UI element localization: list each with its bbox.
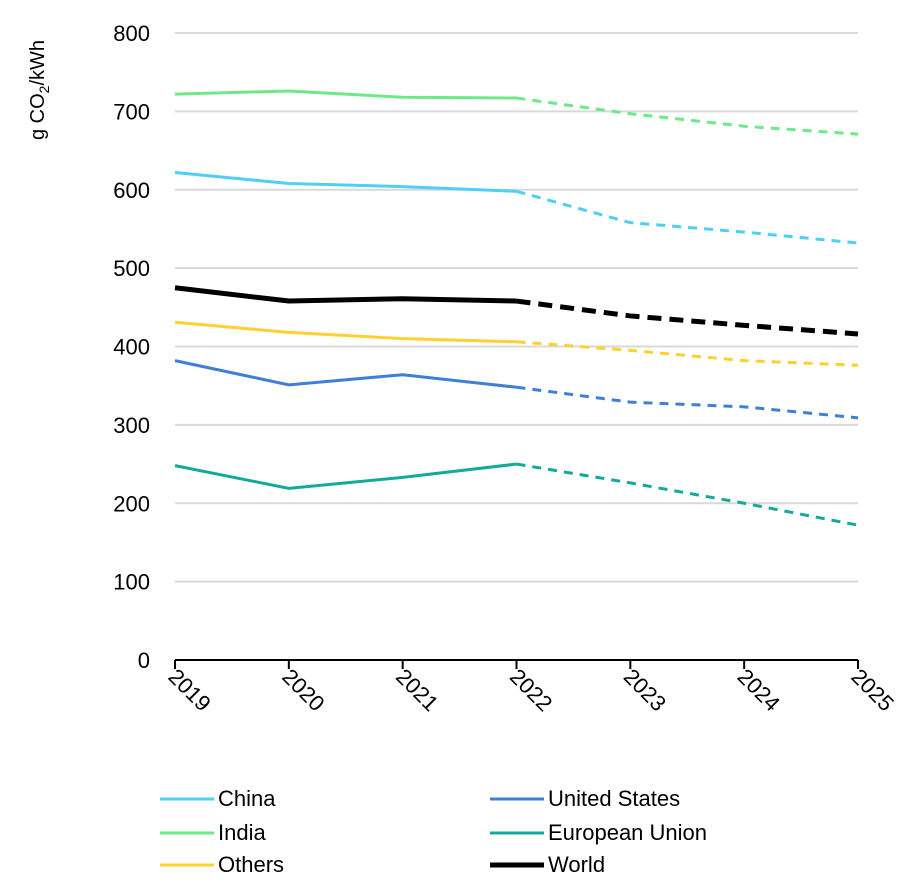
legend-label-china: China — [218, 786, 276, 811]
series-line-world-historical — [174, 285, 517, 304]
legend-item-china: China — [160, 786, 276, 811]
legend-label-united-states: United States — [548, 786, 680, 811]
y-tick-100: 100 — [113, 570, 150, 595]
y-tick-800: 800 — [113, 21, 150, 46]
legend-item-others: Others — [160, 852, 284, 877]
legend-item-european-union: European Union — [490, 820, 707, 845]
series-line-others-historical — [174, 320, 517, 344]
axes — [174, 659, 859, 669]
series-line-united-states-historical — [174, 359, 517, 389]
legend-item-world: World — [490, 852, 605, 877]
legend-label-india: India — [218, 820, 266, 845]
x-tick-2019: 2019 — [163, 664, 215, 716]
series-line-india-historical — [174, 89, 517, 100]
legend: China United States India European Union Oth… — [160, 786, 707, 877]
series-line-india-projected — [516, 96, 859, 136]
series-lines — [174, 89, 859, 527]
y-tick-0: 0 — [138, 648, 150, 673]
y-tick-400: 400 — [113, 335, 150, 360]
series-line-china-historical — [174, 171, 517, 193]
y-tick-labels: 0 100 200 300 400 500 600 700 800 — [113, 21, 150, 673]
x-tick-2023: 2023 — [619, 664, 671, 716]
series-line-united-states-projected — [516, 385, 859, 420]
series-line-european-union-historical — [174, 462, 517, 490]
series-line-others-projected — [516, 340, 859, 367]
x-tick-2025: 2025 — [846, 664, 898, 716]
legend-item-india: India — [160, 820, 266, 845]
legend-label-european-union: European Union — [548, 820, 707, 845]
grid-lines — [175, 32, 858, 583]
y-tick-300: 300 — [113, 413, 150, 438]
x-tick-2024: 2024 — [733, 664, 785, 716]
y-tick-700: 700 — [113, 99, 150, 124]
legend-item-united-states: United States — [490, 786, 680, 811]
series-line-world-projected — [516, 298, 859, 337]
series-line-china-projected — [516, 189, 859, 245]
x-tick-2021: 2021 — [391, 664, 443, 716]
legend-label-world: World — [548, 852, 605, 877]
series-line-european-union-projected — [516, 462, 859, 527]
y-axis-label: g CO2/kWh — [27, 40, 52, 140]
x-tick-2020: 2020 — [277, 664, 329, 716]
y-tick-200: 200 — [113, 491, 150, 516]
y-tick-600: 600 — [113, 178, 150, 203]
x-tick-2022: 2022 — [505, 664, 557, 716]
legend-label-others: Others — [218, 852, 284, 877]
x-tick-labels: 2019 2020 2021 2022 2023 2024 2025 — [163, 664, 898, 716]
y-tick-500: 500 — [113, 256, 150, 281]
